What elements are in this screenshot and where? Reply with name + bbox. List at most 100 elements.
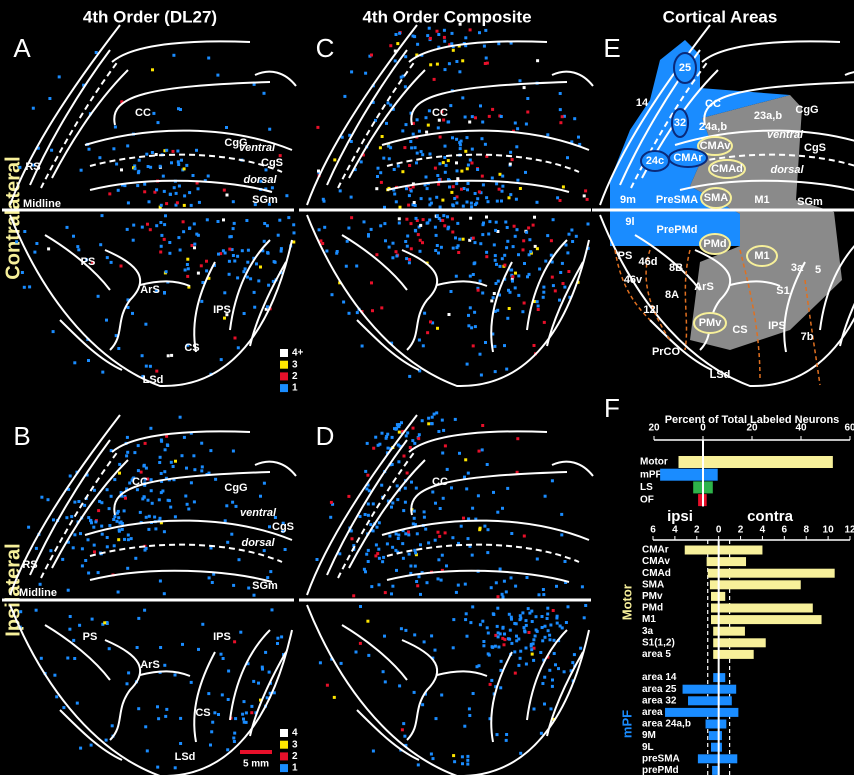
sulcus	[89, 179, 273, 193]
area-label: PreSMA	[656, 194, 698, 206]
labeled-neuron	[443, 224, 447, 228]
labeled-neuron	[259, 494, 262, 498]
labeled-neuron	[220, 693, 224, 697]
x-tick-label: 20	[648, 423, 660, 434]
labeled-neuron	[157, 717, 161, 721]
bar	[711, 615, 719, 625]
labeled-neuron	[419, 543, 422, 547]
labeled-neuron	[292, 223, 296, 227]
labeled-neuron	[398, 423, 402, 426]
labeled-neuron	[68, 474, 72, 478]
labeled-neuron	[497, 187, 501, 191]
area-label: CgS	[272, 521, 294, 533]
labeled-neuron	[430, 415, 434, 419]
labeled-neuron	[126, 566, 130, 570]
labeled-neuron	[90, 617, 94, 621]
labeled-neuron	[249, 277, 253, 281]
sulcus	[193, 651, 216, 743]
labeled-neuron	[394, 250, 398, 254]
labeled-neuron	[115, 519, 119, 523]
labeled-neuron	[382, 555, 386, 559]
labeled-neuron	[498, 293, 501, 297]
legend-label: 3	[292, 739, 298, 750]
labeled-neuron	[376, 443, 380, 447]
labeled-neuron	[177, 236, 181, 240]
labeled-neuron	[451, 136, 454, 140]
labeled-neuron	[479, 373, 483, 377]
sulcus	[526, 239, 568, 331]
labeled-neuron	[185, 163, 189, 167]
labeled-neuron	[173, 673, 177, 677]
labeled-neuron	[189, 431, 193, 435]
labeled-neuron	[261, 249, 265, 253]
sulcus	[306, 414, 418, 596]
bar	[665, 707, 719, 717]
labeled-neuron	[266, 576, 270, 580]
labeled-neuron	[413, 564, 417, 568]
labeled-neuron	[385, 542, 389, 546]
labeled-neuron	[415, 53, 419, 57]
sulcus	[634, 234, 701, 291]
labeled-neuron	[518, 187, 522, 190]
labeled-neuron	[205, 259, 208, 263]
labeled-neuron	[441, 198, 445, 202]
area-label: CC	[432, 476, 448, 488]
labeled-neuron	[185, 502, 189, 506]
labeled-neuron	[424, 527, 428, 531]
sulcus	[9, 24, 121, 206]
bar	[718, 580, 801, 590]
labeled-neuron	[91, 260, 95, 264]
x-tick-label: 4	[760, 525, 766, 536]
labeled-neuron	[409, 247, 413, 251]
category-label: 9M	[642, 730, 656, 741]
labeled-neuron	[432, 77, 436, 81]
sulcus	[729, 280, 781, 287]
labeled-neuron	[403, 734, 407, 738]
labeled-neuron	[437, 118, 441, 122]
area-label: ArS	[140, 284, 160, 296]
labeled-neuron	[469, 201, 473, 205]
labeled-neuron	[505, 226, 509, 229]
labeled-neuron	[412, 690, 416, 694]
category-label: prePMd	[642, 765, 679, 775]
labeled-neuron	[486, 631, 490, 635]
labeled-neuron	[163, 663, 167, 667]
labeled-neuron	[383, 680, 387, 684]
labeled-neuron	[76, 245, 80, 249]
area-oval	[708, 159, 746, 179]
labeled-neuron	[222, 188, 226, 192]
labeled-neuron	[223, 291, 227, 295]
labeled-neuron	[350, 216, 354, 220]
labeled-neuron	[413, 523, 417, 527]
labeled-neuron	[525, 230, 529, 234]
labeled-neuron	[28, 285, 32, 289]
labeled-neuron	[427, 416, 431, 420]
labeled-neuron	[118, 462, 122, 466]
labeled-neuron	[107, 507, 111, 511]
bar	[711, 742, 719, 752]
labeled-neuron	[162, 592, 166, 596]
sulcus	[551, 460, 594, 477]
labeled-neuron	[185, 263, 189, 266]
labeled-neuron	[65, 516, 69, 520]
labeled-neuron	[447, 62, 451, 66]
sulcus	[844, 71, 854, 76]
labeled-neuron	[100, 214, 104, 218]
labeled-neuron	[508, 162, 512, 166]
labeled-neuron	[209, 449, 213, 453]
labeled-neuron	[179, 742, 183, 745]
bar	[713, 649, 719, 659]
labeled-neuron	[159, 221, 163, 224]
labeled-neuron	[352, 544, 356, 548]
sulcus-fundus	[337, 59, 417, 189]
labeled-neuron	[233, 336, 237, 340]
labeled-neuron	[142, 495, 146, 499]
labeled-neuron	[92, 488, 96, 492]
labeled-neuron	[396, 498, 400, 502]
labeled-neuron	[259, 265, 262, 269]
labeled-neuron	[217, 252, 220, 256]
labeled-neuron	[522, 301, 526, 305]
labeled-neuron	[496, 635, 500, 639]
